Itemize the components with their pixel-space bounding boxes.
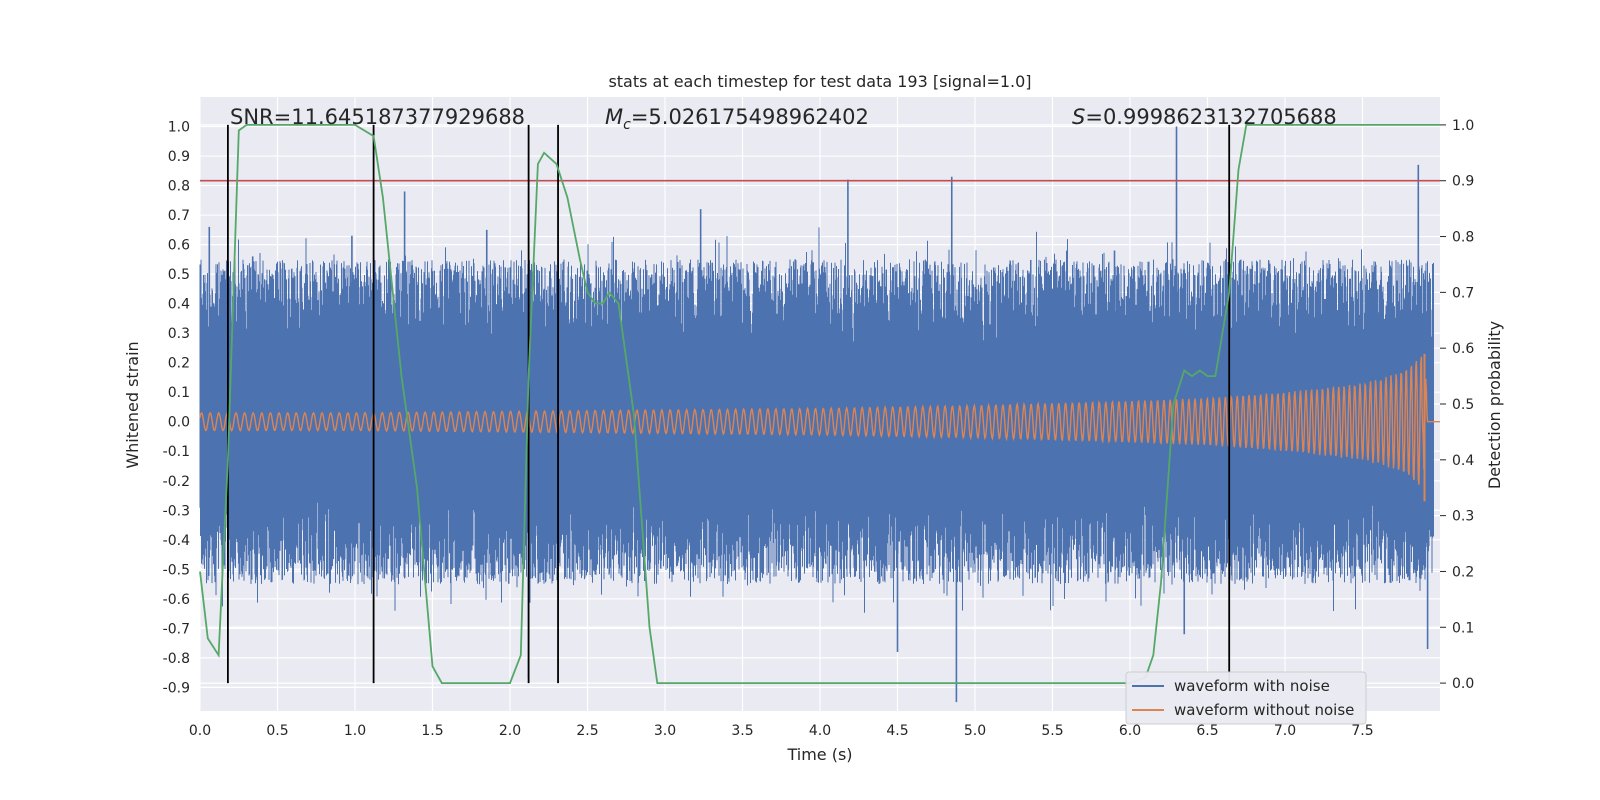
legend-box	[1125, 671, 1367, 725]
y-tick-label-left: 0.4	[168, 297, 190, 313]
y-tick-label-right: 0.7	[1452, 285, 1474, 301]
y-tick-label-right: 0.0	[1452, 676, 1474, 692]
y-tick-label-right: 0.4	[1452, 453, 1474, 469]
x-tick-label: 7.5	[1351, 723, 1373, 739]
legend-label-clean: waveform without noise	[1174, 701, 1354, 719]
y-tick-label-left: 0.3	[168, 326, 190, 342]
x-tick-label: 4.5	[886, 723, 908, 739]
y-tick-label-right: 0.9	[1452, 174, 1474, 190]
y-tick-label-left: -0.5	[163, 562, 190, 578]
x-tick-label: 5.0	[964, 723, 986, 739]
y-tick-label-left: 0.8	[168, 179, 190, 195]
y-axis-label-right: Detection probability	[1485, 321, 1504, 489]
y-tick-label-left: -0.1	[163, 444, 190, 460]
ticks: 0.0 0.5 1.0 1.5 2.0 2.5 3.0 3.5 4.0 4.5 5.0 5.5 6.0 6…	[163, 118, 1475, 739]
probability-series	[199, 124, 1440, 684]
probability-line	[199, 124, 1440, 684]
score-annotation: S=0.9998623132705688	[1072, 105, 1337, 129]
y-tick-label-left: -0.8	[163, 651, 190, 667]
x-tick-label: 3.5	[731, 723, 753, 739]
x-tick-label: 6.0	[1119, 723, 1141, 739]
y-tick-label-right: 0.6	[1452, 341, 1474, 357]
legend: waveform with noise waveform without noi…	[1125, 671, 1367, 725]
y-tick-label-left: -0.4	[163, 533, 190, 549]
x-tick-label: 7.0	[1274, 723, 1296, 739]
x-tick-label: 2.5	[576, 723, 598, 739]
snr-annotation: SNR=11.645187377929688	[230, 105, 525, 129]
y-tick-label-right: 0.2	[1452, 564, 1474, 580]
y-tick-label-left: 0.5	[168, 267, 190, 283]
y-tick-label-right: 1.0	[1452, 118, 1474, 134]
y-tick-label-left: 0.9	[168, 149, 190, 165]
x-axis-label: Time (s)	[786, 745, 852, 764]
x-tick-label: 0.5	[266, 723, 288, 739]
y-tick-label-left: 0.6	[168, 238, 190, 254]
x-tick-label: 1.5	[421, 723, 443, 739]
x-tick-label: 2.0	[499, 723, 521, 739]
y-tick-label-left: -0.6	[163, 592, 190, 608]
y-axis-label-left: Whitened strain	[123, 341, 142, 468]
legend-label-noise: waveform with noise	[1174, 677, 1330, 695]
y-tick-label-left: 0.0	[168, 415, 190, 431]
y-tick-label-left: -0.3	[163, 503, 190, 519]
y-tick-label-right: 0.5	[1452, 397, 1474, 413]
x-tick-label: 3.0	[654, 723, 676, 739]
y-tick-label-left: 0.1	[168, 385, 190, 401]
x-tick-label: 0.0	[189, 723, 211, 739]
y-tick-label-left: -0.9	[163, 680, 190, 696]
y-tick-label-right: 0.3	[1452, 509, 1474, 525]
y-tick-label-right: 0.8	[1452, 230, 1474, 246]
x-tick-label: 6.5	[1196, 723, 1218, 739]
x-tick-label: 1.0	[344, 723, 366, 739]
y-tick-label-right: 0.1	[1452, 620, 1474, 636]
y-tick-label-left: -0.7	[163, 621, 190, 637]
y-tick-label-left: 1.0	[168, 120, 190, 136]
y-tick-label-left: 0.2	[168, 356, 190, 372]
y-tick-label-left: -0.2	[163, 474, 190, 490]
chart-title: stats at each timestep for test data 193…	[608, 72, 1031, 91]
x-tick-label: 5.5	[1041, 723, 1063, 739]
chirp-mass-annotation: Mc=5.026175498962402	[605, 105, 869, 133]
x-tick-label: 4.0	[809, 723, 831, 739]
y-tick-label-left: 0.7	[168, 208, 190, 224]
